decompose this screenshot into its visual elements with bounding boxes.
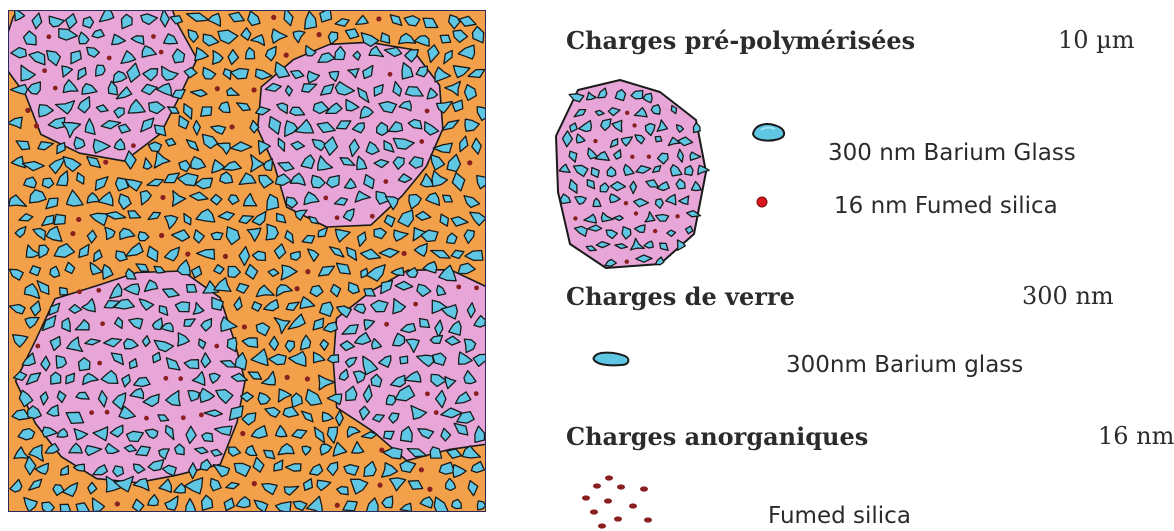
inorganic-heading: Charges anorganiques — [566, 422, 868, 451]
barium-glass-particle-icon — [749, 118, 789, 144]
composite-microstructure-icon — [9, 11, 486, 512]
barium-glass-particle-icon — [591, 348, 633, 370]
composite-microstructure — [8, 10, 486, 512]
fumed-silica-cluster-icon — [578, 472, 658, 530]
prepolymer-size: 10 µm — [1058, 26, 1135, 54]
glass-item-label: 300nm Barium glass — [786, 352, 1023, 378]
glass-size: 300 nm — [1022, 282, 1114, 310]
glass-heading: Charges de verre — [566, 282, 795, 311]
prepolymer-item-barium-glass: 300 nm Barium Glass — [828, 140, 1076, 166]
prepolymer-item-fumed-silica: 16 nm Fumed silica — [834, 193, 1058, 219]
inorganic-size: 16 nm — [1098, 422, 1174, 450]
prepolymerized-filler-icon — [548, 74, 718, 274]
fumed-silica-dot-icon — [754, 194, 770, 210]
prepolymer-heading: Charges pré-polymérisées — [566, 26, 915, 55]
inorganic-item-label: Fumed silica — [768, 503, 911, 529]
